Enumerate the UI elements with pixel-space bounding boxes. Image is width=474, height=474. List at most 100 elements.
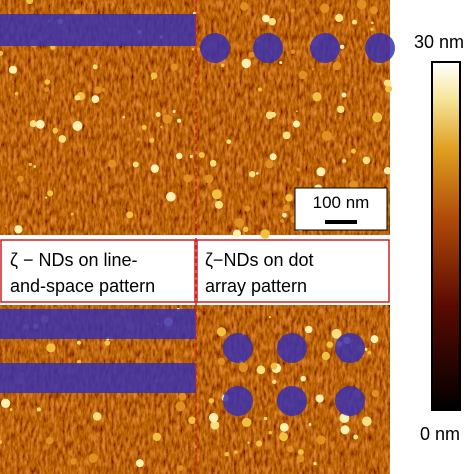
particle bbox=[0, 50, 4, 56]
particle bbox=[217, 357, 225, 366]
particle bbox=[160, 126, 163, 129]
particle bbox=[14, 91, 19, 96]
particle bbox=[279, 432, 289, 442]
panel-label: ζ − NDs on line- bbox=[10, 250, 138, 270]
particle bbox=[176, 152, 183, 160]
particle bbox=[46, 343, 56, 353]
particle bbox=[283, 204, 291, 212]
particle bbox=[268, 431, 272, 435]
particle bbox=[8, 65, 17, 74]
particle bbox=[122, 115, 126, 119]
particle bbox=[321, 351, 330, 361]
particle bbox=[238, 362, 248, 373]
scale-bar-label: 100 nm bbox=[313, 193, 370, 212]
particle bbox=[362, 416, 372, 427]
particle bbox=[162, 114, 172, 124]
particle bbox=[371, 389, 380, 398]
particle bbox=[280, 218, 285, 223]
particle bbox=[248, 51, 255, 58]
particle bbox=[0, 439, 3, 445]
panel-label: ζ−NDs on dot bbox=[205, 250, 314, 270]
particle bbox=[88, 453, 98, 463]
particle bbox=[183, 174, 192, 183]
particle bbox=[28, 162, 32, 166]
particle bbox=[178, 465, 184, 471]
particle bbox=[292, 120, 300, 128]
particle bbox=[257, 87, 262, 92]
particle bbox=[364, 347, 368, 351]
particle bbox=[44, 79, 51, 85]
particle bbox=[308, 423, 312, 426]
particle bbox=[214, 200, 224, 209]
particle bbox=[151, 77, 154, 81]
particle bbox=[349, 180, 358, 190]
particle bbox=[312, 92, 322, 102]
particle bbox=[152, 432, 162, 442]
particle bbox=[241, 58, 251, 69]
particle bbox=[178, 392, 187, 401]
particle bbox=[216, 327, 227, 337]
particle bbox=[244, 205, 251, 212]
particle bbox=[36, 407, 41, 412]
particle bbox=[370, 335, 379, 344]
particle bbox=[175, 401, 186, 412]
particle bbox=[92, 412, 102, 421]
particle bbox=[188, 416, 196, 424]
particle bbox=[255, 172, 259, 175]
particle bbox=[304, 325, 313, 334]
particle bbox=[356, 0, 367, 10]
particle bbox=[296, 167, 301, 172]
particle bbox=[272, 379, 277, 384]
particle bbox=[126, 211, 134, 219]
particle bbox=[208, 398, 215, 404]
particle bbox=[249, 171, 256, 178]
colorbar bbox=[431, 61, 461, 411]
particle bbox=[141, 124, 147, 130]
particle bbox=[270, 363, 278, 370]
particle bbox=[170, 63, 178, 71]
particle bbox=[279, 422, 289, 432]
particle bbox=[320, 3, 330, 13]
particle bbox=[287, 445, 294, 453]
particle bbox=[44, 87, 50, 92]
particle bbox=[52, 127, 59, 134]
particle bbox=[339, 44, 345, 50]
particle bbox=[150, 164, 160, 173]
particle bbox=[335, 13, 344, 23]
particle bbox=[282, 131, 291, 140]
particle bbox=[326, 341, 334, 348]
particle bbox=[191, 47, 195, 51]
particle bbox=[290, 49, 296, 55]
particle bbox=[242, 226, 249, 233]
particle bbox=[372, 112, 383, 123]
particle bbox=[177, 118, 182, 123]
particle bbox=[240, 2, 249, 11]
particle bbox=[265, 160, 274, 169]
particle bbox=[70, 458, 77, 465]
particle bbox=[196, 47, 201, 52]
particle bbox=[136, 137, 140, 142]
particle bbox=[172, 109, 176, 113]
particle bbox=[342, 158, 347, 163]
particle bbox=[241, 417, 252, 428]
particle bbox=[298, 70, 308, 80]
particle bbox=[234, 218, 245, 228]
panel-label: and-space pattern bbox=[10, 276, 155, 296]
particle bbox=[332, 61, 342, 71]
particle bbox=[340, 425, 350, 435]
particle bbox=[279, 60, 283, 64]
particle bbox=[367, 351, 372, 355]
particle bbox=[166, 191, 176, 202]
particle bbox=[0, 398, 11, 408]
particle bbox=[198, 152, 205, 159]
particle bbox=[211, 189, 222, 200]
particle bbox=[295, 110, 298, 113]
particle bbox=[45, 196, 48, 199]
particle bbox=[220, 63, 225, 68]
particle bbox=[14, 225, 23, 234]
particle bbox=[350, 148, 356, 154]
particle bbox=[102, 88, 106, 92]
particle bbox=[321, 130, 332, 141]
particle bbox=[210, 420, 220, 430]
particle bbox=[311, 67, 315, 71]
